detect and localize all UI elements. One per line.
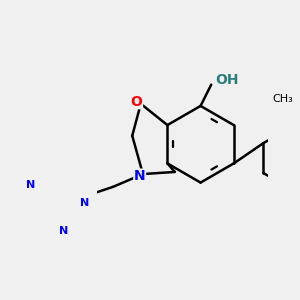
Text: N: N xyxy=(134,169,146,183)
Text: N: N xyxy=(26,180,35,190)
Text: N: N xyxy=(59,226,68,236)
Text: N: N xyxy=(80,198,89,208)
Text: O: O xyxy=(130,95,142,109)
Text: OH: OH xyxy=(215,74,239,87)
Text: CH₃: CH₃ xyxy=(272,94,293,104)
